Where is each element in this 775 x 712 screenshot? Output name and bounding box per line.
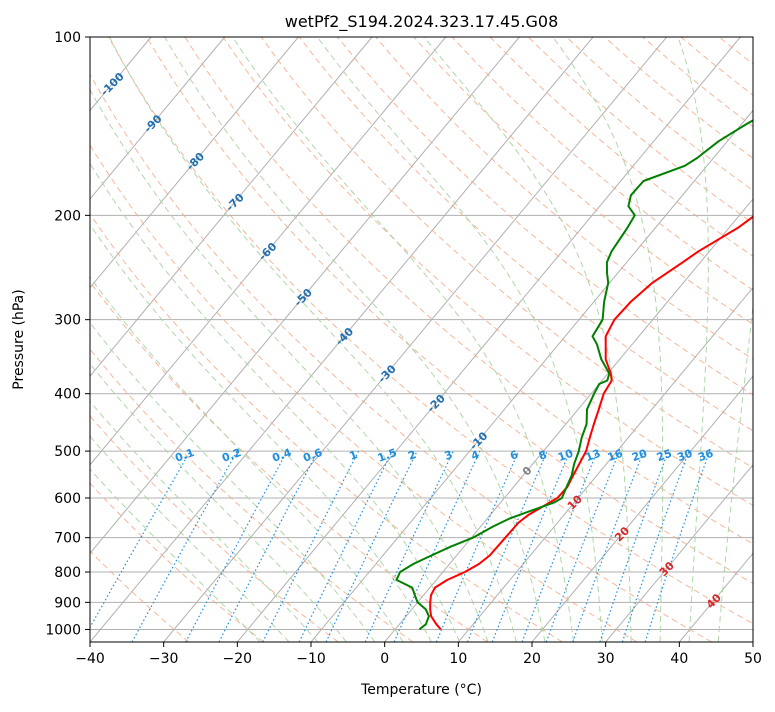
y-tick-label: 300 bbox=[54, 313, 81, 329]
y-tick-label: 400 bbox=[54, 387, 81, 403]
x-tick-label: 10 bbox=[449, 651, 467, 667]
isotherm-line bbox=[0, 37, 4, 642]
x-tick-label: −10 bbox=[296, 651, 326, 667]
y-tick-label: 100 bbox=[54, 30, 81, 46]
y-axis-label: Pressure (hPa) bbox=[11, 289, 27, 389]
x-tick-label: 30 bbox=[597, 651, 615, 667]
x-tick-label: 0 bbox=[380, 651, 389, 667]
x-tick-label: 20 bbox=[523, 651, 541, 667]
x-tick-label: 40 bbox=[670, 651, 688, 667]
y-tick-label: 900 bbox=[54, 595, 81, 611]
x-tick-label: 50 bbox=[744, 651, 762, 667]
y-tick-label: 700 bbox=[54, 531, 81, 547]
x-tick-label: −30 bbox=[149, 651, 179, 667]
x-axis-label: Temperature (°C) bbox=[360, 682, 482, 698]
y-tick-label: 800 bbox=[54, 565, 81, 581]
y-tick-label: 200 bbox=[54, 208, 81, 224]
y-tick-label: 500 bbox=[54, 444, 81, 460]
x-tick-label: −20 bbox=[223, 651, 253, 667]
x-tick-label: −40 bbox=[75, 651, 105, 667]
isotherm-line bbox=[753, 37, 775, 642]
dry-adiabat-line bbox=[757, 37, 775, 642]
chart-title: wetPf2_S194.2024.323.17.45.G08 bbox=[285, 12, 559, 32]
y-tick-label: 1000 bbox=[45, 622, 81, 638]
y-tick-label: 600 bbox=[54, 491, 81, 507]
